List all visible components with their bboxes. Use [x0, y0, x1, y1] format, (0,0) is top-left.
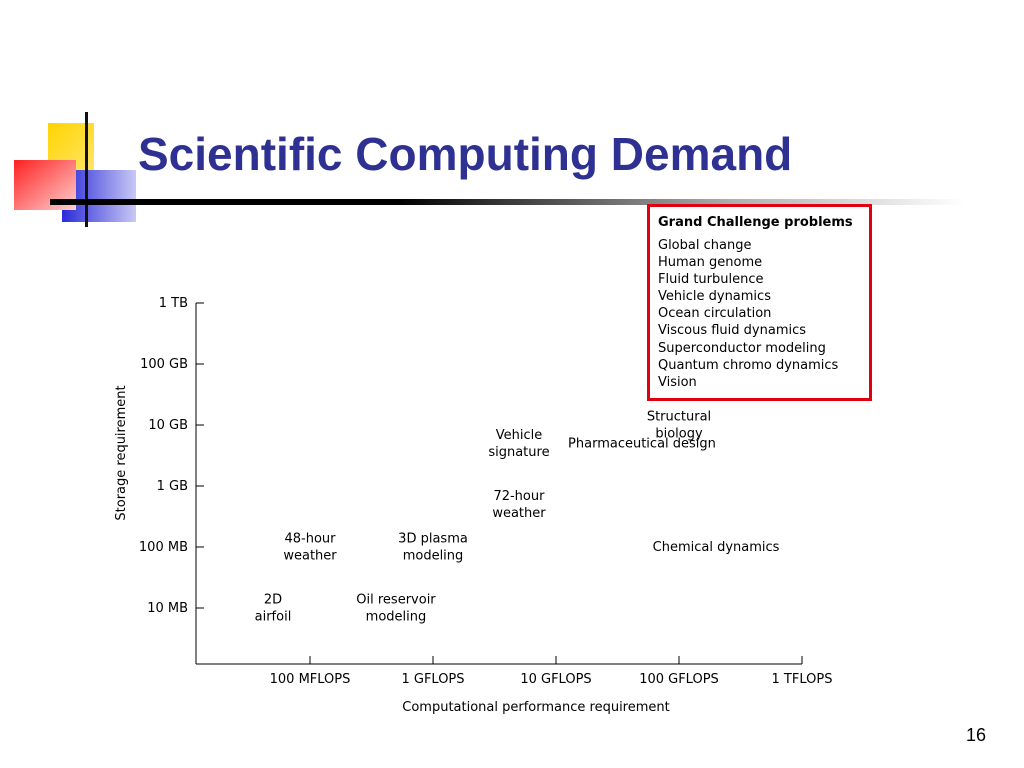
slide-title: Scientific Computing Demand: [138, 128, 793, 180]
list-item: Ocean circulation: [658, 306, 772, 322]
title-underline: [50, 199, 965, 205]
list-item: Vehicle dynamics: [658, 289, 771, 305]
y-axis-label: Storage requirement: [114, 385, 129, 520]
x-tick-label: 100 MFLOPS: [270, 672, 351, 687]
data-label-line: Structural: [647, 410, 711, 425]
data-point-label: 3D plasma modeling: [398, 532, 468, 564]
list-item: Vision: [658, 374, 697, 390]
data-point-label: Vehicle signature: [488, 428, 549, 460]
y-tick-label: 100 MB: [139, 540, 188, 555]
data-label-line: 3D plasma: [398, 532, 468, 547]
data-label-line: 2D: [264, 593, 282, 608]
data-label-line: Pharmaceutical design: [568, 436, 716, 451]
data-label-line: weather: [492, 506, 546, 521]
data-labels: 2D airfoil Oil reservoir modeling 48-hour wea…: [255, 410, 780, 625]
page-number: 16: [966, 725, 987, 745]
x-ticks: 100 MFLOPS 1 GFLOPS 10 GFLOPS 100 GFLOPS 1 T…: [270, 656, 833, 687]
x-tick-label: 1 TFLOPS: [772, 672, 833, 687]
y-tick-label: 1 TB: [159, 296, 188, 311]
data-point-label: 2D airfoil: [255, 593, 292, 625]
data-label-line: Vehicle: [496, 428, 543, 443]
y-ticks: 10 MB 100 MB 1 GB 10 GB 100 GB 1 TB: [139, 296, 204, 616]
grand-challenge-box: Grand Challenge problems Global change H…: [647, 204, 872, 401]
data-label-line: modeling: [366, 610, 427, 625]
data-point-label: Pharmaceutical design: [568, 436, 716, 451]
grand-challenge-list: Global change Human genome Fluid turbule…: [658, 237, 838, 391]
y-tick-label: 100 GB: [140, 357, 188, 372]
data-label-line: weather: [283, 549, 337, 564]
chart-axes: [195, 303, 802, 665]
data-label-line: biology: [655, 427, 703, 442]
y-tick-label: 1 GB: [157, 479, 188, 494]
y-tick-label: 10 MB: [147, 601, 188, 616]
data-label-line: signature: [488, 445, 549, 460]
x-tick-label: 10 GFLOPS: [520, 672, 591, 687]
y-tick-label: 10 GB: [148, 418, 188, 433]
vertical-bar: [85, 112, 88, 227]
data-point-label: 48-hour weather: [283, 532, 337, 564]
data-label-line: airfoil: [255, 610, 292, 625]
x-tick-label: 100 GFLOPS: [639, 672, 719, 687]
list-item: Superconductor modeling: [658, 340, 826, 356]
data-label-line: 48-hour: [284, 532, 336, 547]
list-item: Viscous fluid dynamics: [658, 323, 807, 339]
x-axis-label: Computational performance requirement: [402, 700, 669, 715]
data-point-label: Structural biology: [647, 410, 711, 442]
x-tick-label: 1 GFLOPS: [401, 672, 464, 687]
data-label-line: modeling: [403, 549, 464, 564]
slide-decoration: [14, 112, 136, 227]
list-item: Global change: [658, 238, 752, 253]
list-item: Quantum chromo dynamics: [658, 357, 839, 373]
data-point-label: Oil reservoir modeling: [356, 593, 436, 625]
list-item: Human genome: [658, 255, 763, 271]
data-point-label: Chemical dynamics: [653, 540, 780, 555]
data-point-label: 72-hour weather: [492, 489, 546, 521]
grand-challenge-heading: Grand Challenge problems: [658, 215, 853, 230]
data-label-line: Chemical dynamics: [653, 540, 780, 555]
list-item: Fluid turbulence: [658, 272, 764, 288]
data-label-line: 72-hour: [493, 489, 545, 504]
data-label-line: Oil reservoir: [356, 593, 436, 608]
